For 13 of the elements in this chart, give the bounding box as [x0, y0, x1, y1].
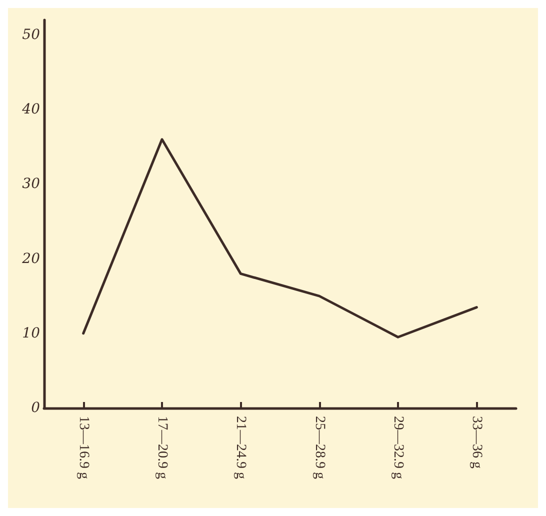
- x-tick-label: 13—16.9 g: [76, 416, 91, 479]
- y-tick-label: 50: [22, 26, 40, 43]
- x-tick-label: 33—36 g: [469, 416, 484, 468]
- y-tick-label: 40: [21, 102, 40, 118]
- y-tick-label: 0: [31, 400, 40, 416]
- y-tick-label: 30: [22, 176, 40, 192]
- x-tick-label: 29—32.9 g: [390, 416, 406, 479]
- x-tick-label: 25—28.9 g: [312, 416, 327, 479]
- y-tick-label: 10: [22, 325, 40, 342]
- x-tick-label: 17—20.9 g: [154, 416, 170, 479]
- x-tick-label: 21—24.9 g: [233, 416, 248, 479]
- y-tick-label: 20: [21, 250, 40, 267]
- line-series: [82, 138, 478, 338]
